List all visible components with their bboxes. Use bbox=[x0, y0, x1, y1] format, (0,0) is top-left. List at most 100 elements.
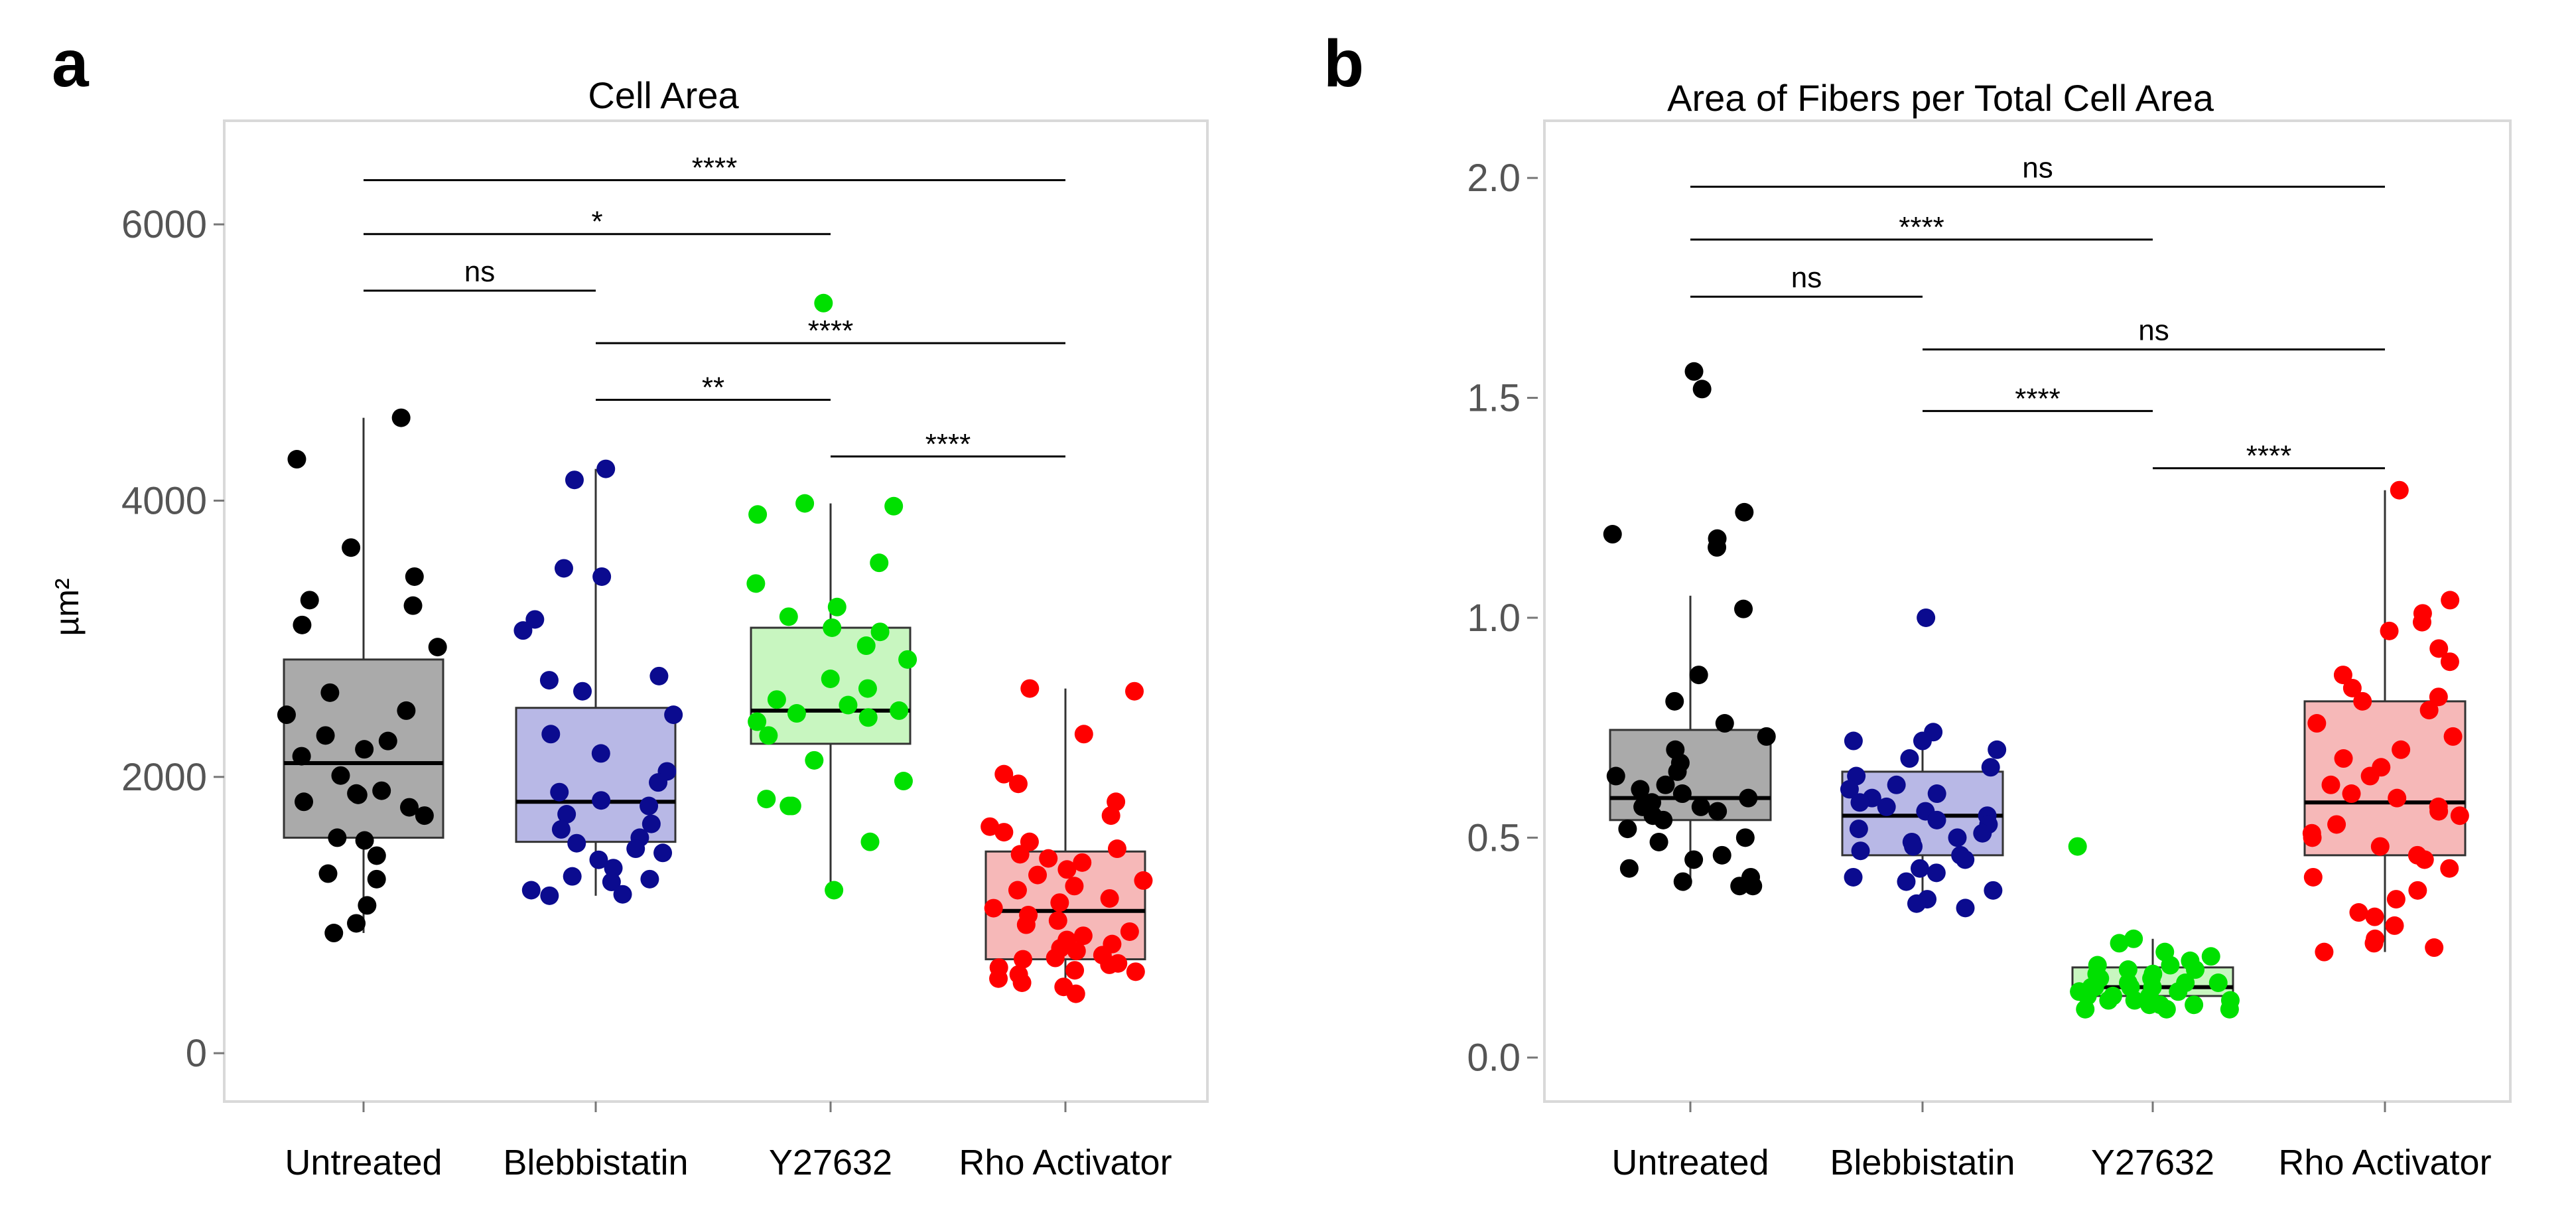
data-point bbox=[2386, 890, 2406, 909]
comparison-bracket: * bbox=[364, 206, 831, 238]
data-point bbox=[2440, 652, 2459, 672]
data-point bbox=[320, 683, 340, 702]
x-axis-categories-a: Untreated Blebbistatin Y27632 Rho Activator bbox=[285, 1102, 1172, 1183]
significance-brackets-b: ns **** ns ns **** **** bbox=[1690, 151, 2385, 472]
data-point bbox=[1672, 784, 1692, 804]
data-point bbox=[1665, 691, 1684, 711]
data-point bbox=[821, 670, 840, 689]
data-point bbox=[825, 881, 844, 900]
comparison-bracket: **** bbox=[2153, 440, 2385, 472]
data-point bbox=[748, 505, 768, 524]
y-tick-label: 2000 bbox=[121, 756, 207, 799]
chart-title-a: Cell Area bbox=[588, 74, 739, 116]
data-point bbox=[805, 751, 824, 770]
data-point bbox=[1973, 824, 1992, 843]
comparison-bracket: ns bbox=[364, 255, 596, 292]
data-point bbox=[898, 650, 917, 669]
data-point bbox=[2360, 766, 2380, 786]
data-point bbox=[415, 806, 434, 825]
data-point bbox=[2390, 480, 2409, 500]
data-point bbox=[1107, 839, 1126, 859]
data-point bbox=[1065, 877, 1084, 896]
data-point bbox=[403, 596, 423, 615]
data-point bbox=[1126, 962, 1145, 981]
data-point bbox=[1907, 894, 1926, 913]
data-point bbox=[884, 496, 904, 516]
points-b bbox=[1603, 362, 2469, 1019]
data-point bbox=[2333, 666, 2352, 685]
data-point bbox=[573, 681, 592, 701]
comparison-bracket: **** bbox=[596, 315, 1065, 347]
data-point bbox=[428, 638, 447, 657]
data-point bbox=[2303, 828, 2322, 847]
data-point bbox=[2385, 916, 2404, 935]
data-point bbox=[989, 969, 1008, 988]
significance-label: **** bbox=[2246, 440, 2292, 472]
data-point bbox=[2408, 881, 2427, 900]
data-point bbox=[300, 591, 319, 610]
y-tick-label: 0.0 bbox=[1467, 1037, 1521, 1080]
data-point bbox=[367, 846, 386, 865]
significance-label: ns bbox=[1791, 261, 1822, 294]
data-point bbox=[2415, 850, 2434, 869]
data-point bbox=[1618, 820, 1637, 839]
data-point bbox=[746, 574, 766, 593]
data-point bbox=[1984, 881, 2003, 900]
data-point bbox=[787, 704, 806, 723]
significance-label: **** bbox=[2015, 382, 2061, 415]
significance-label: * bbox=[591, 206, 602, 238]
data-point bbox=[342, 538, 361, 557]
data-point bbox=[2365, 907, 2384, 926]
data-point bbox=[1927, 810, 1946, 829]
data-point bbox=[1603, 525, 1622, 544]
data-point bbox=[640, 869, 659, 889]
data-point bbox=[860, 832, 880, 851]
points-a bbox=[277, 293, 1153, 1003]
data-point bbox=[1917, 608, 1936, 627]
data-point bbox=[2125, 991, 2144, 1010]
data-point bbox=[1684, 362, 1704, 381]
significance-label: ns bbox=[2138, 315, 2169, 347]
data-point bbox=[1039, 849, 1058, 868]
data-point bbox=[767, 690, 786, 709]
data-point bbox=[1691, 797, 1710, 816]
data-point bbox=[563, 867, 582, 886]
data-point bbox=[664, 705, 683, 725]
data-point bbox=[1057, 860, 1077, 879]
data-point bbox=[2388, 788, 2407, 808]
data-point bbox=[554, 559, 573, 578]
data-point bbox=[2161, 956, 2180, 975]
data-point bbox=[2429, 687, 2448, 707]
comparison-bracket: **** bbox=[364, 152, 1065, 184]
data-point bbox=[1134, 871, 1153, 890]
data-point bbox=[1877, 797, 1896, 816]
data-point bbox=[1046, 948, 1065, 968]
data-point bbox=[2450, 806, 2469, 825]
data-point bbox=[1715, 714, 1734, 733]
data-point bbox=[2099, 991, 2118, 1010]
data-point bbox=[2124, 929, 2143, 948]
data-point bbox=[1689, 666, 1708, 685]
data-point bbox=[1956, 850, 1975, 869]
data-point bbox=[355, 740, 374, 759]
data-point bbox=[2076, 999, 2095, 1019]
data-point bbox=[2412, 612, 2431, 632]
data-point bbox=[589, 850, 608, 869]
data-point bbox=[292, 747, 311, 766]
data-point bbox=[2429, 802, 2449, 821]
data-point bbox=[2201, 947, 2220, 966]
data-point bbox=[2342, 784, 2361, 804]
data-point bbox=[1066, 984, 1085, 1003]
data-point bbox=[1712, 845, 1731, 865]
data-point bbox=[890, 701, 909, 720]
comparison-bracket: ns bbox=[1923, 315, 2385, 351]
data-point bbox=[592, 791, 611, 810]
x-axis-categories-b: Untreated Blebbistatin Y27632 Rho Activator bbox=[1611, 1102, 2492, 1183]
data-point bbox=[2315, 942, 2334, 962]
data-point bbox=[1849, 820, 1868, 839]
data-point bbox=[358, 896, 377, 915]
y-axis-ticks-b: 0.0 0.5 1.0 1.5 2.0 bbox=[1467, 157, 1538, 1080]
data-point bbox=[2169, 982, 2188, 1001]
significance-label: ns bbox=[464, 255, 495, 288]
data-point bbox=[2353, 691, 2372, 711]
